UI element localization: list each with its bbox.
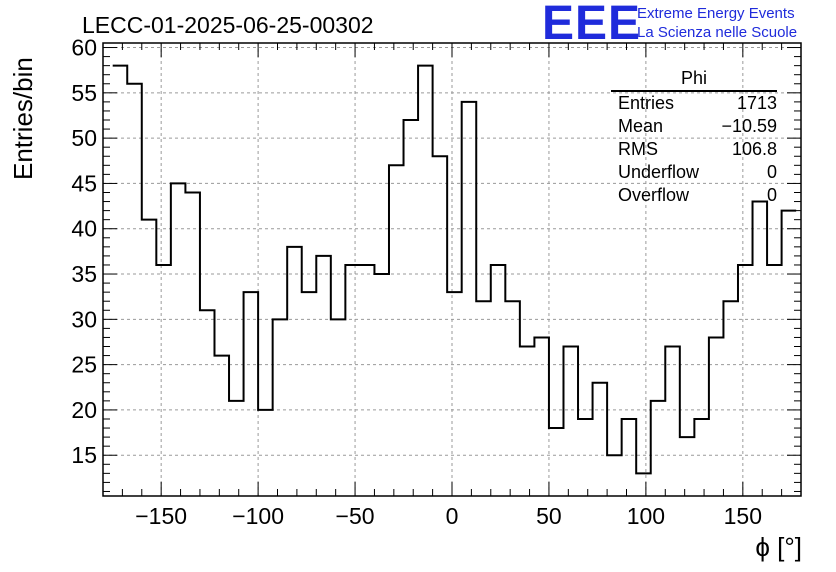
histogram-bin (258, 410, 273, 496)
stats-label: Underflow (618, 162, 700, 182)
y-tick-label: 35 (71, 261, 97, 287)
histogram-bin (404, 120, 419, 496)
histogram-bin (433, 156, 448, 496)
stats-value: 0 (766, 185, 777, 205)
histogram-bin (214, 356, 229, 496)
stats-row-underflow: Underflow 0 (611, 161, 777, 184)
stats-label: Entries (618, 93, 675, 113)
chart-title: LECC-01-2025-06-25-00302 (82, 12, 374, 38)
x-tick-label: −50 (336, 503, 375, 529)
histogram-bin (665, 347, 680, 496)
y-tick-label: 45 (71, 170, 97, 196)
histogram-bin (229, 401, 244, 496)
histogram-bin (331, 319, 346, 496)
stats-label: Mean (618, 116, 664, 136)
stats-label: RMS (618, 139, 658, 159)
histogram-bin (723, 301, 738, 496)
histogram-bin (185, 192, 200, 496)
stats-title: Phi (611, 68, 777, 92)
x-tick-label: −100 (232, 503, 284, 529)
x-tick-label: 100 (627, 503, 665, 529)
histogram-bin (374, 274, 389, 496)
histogram-bin (709, 337, 724, 496)
histogram-bin (578, 419, 593, 496)
histogram-bin (680, 437, 695, 496)
histogram-bin (142, 220, 157, 496)
histogram-bin (156, 265, 171, 496)
x-tick-label: 150 (724, 503, 762, 529)
y-tick-label: 40 (71, 216, 97, 242)
histogram-bin (200, 310, 215, 496)
stats-row-mean: Mean −10.59 (611, 115, 777, 138)
histogram-bin (316, 256, 331, 496)
eee-logo: EEE (542, 0, 642, 50)
histogram-bin (171, 183, 186, 496)
histogram-bin (302, 292, 317, 496)
y-tick-label: 60 (71, 35, 97, 61)
stats-label: Overflow (618, 185, 690, 205)
x-tick-label: 50 (536, 503, 562, 529)
histogram-bin (563, 347, 578, 496)
x-tick-label: 0 (446, 503, 459, 529)
stats-value: 0 (766, 162, 777, 182)
histogram-bin (534, 337, 549, 496)
stats-box: Phi Entries 1713 Mean −10.59 RMS 106.8 U… (611, 68, 777, 207)
histogram-bin (651, 401, 666, 496)
histogram-bin (447, 292, 462, 496)
logo-line-1: Extreme Energy Events (637, 5, 795, 22)
histogram-bin (753, 202, 768, 496)
histogram-bin (782, 211, 797, 496)
histogram-bin (389, 165, 404, 496)
histogram-bin (607, 455, 622, 496)
histogram-bin (738, 265, 753, 496)
histogram-series (112, 64, 797, 475)
y-tick-label: 30 (71, 306, 97, 332)
histogram-bin (520, 347, 535, 496)
logo-line-2: La Scienza nelle Scuole (637, 24, 798, 41)
x-axis-label: ϕ [°] (755, 532, 802, 562)
stats-value: 1713 (736, 93, 777, 113)
histogram-bin (694, 419, 709, 496)
histogram-bin (491, 265, 506, 496)
y-tick-label: 15 (71, 442, 97, 468)
histogram-bin (636, 473, 651, 496)
stats-row-rms: RMS 106.8 (611, 138, 777, 161)
histogram-bin (244, 292, 259, 496)
histogram-bin (273, 319, 288, 496)
eee-logo-caption: Extreme Energy Events La Scienza nelle S… (637, 4, 797, 42)
histogram-bin (287, 247, 302, 496)
stats-value: 106.8 (731, 139, 777, 159)
stats-row-entries: Entries 1713 (611, 92, 777, 115)
histogram-bin (549, 428, 564, 496)
histogram-bin (622, 419, 637, 496)
y-tick-label: 55 (71, 80, 97, 106)
histogram-bin (418, 66, 433, 496)
histogram-bin (462, 102, 477, 496)
y-tick-label: 20 (71, 397, 97, 423)
histogram-bin (345, 265, 360, 496)
stats-value: −10.59 (721, 116, 777, 136)
histogram-bin (505, 301, 520, 496)
y-tick-label: 25 (71, 352, 97, 378)
histogram-bin (360, 265, 375, 496)
histogram-bin (113, 66, 128, 496)
x-tick-label: −150 (135, 503, 187, 529)
histogram-bin (767, 265, 782, 496)
y-axis-label: Entries/bin (8, 57, 38, 180)
histogram-bin (127, 84, 142, 496)
histogram-bin (593, 383, 608, 496)
y-tick-label: 50 (71, 125, 97, 151)
histogram-bin (476, 301, 491, 496)
stats-row-overflow: Overflow 0 (611, 184, 777, 207)
